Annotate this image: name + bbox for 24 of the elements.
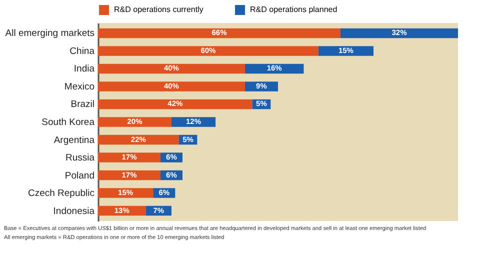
y-tick-label: Argentina [54, 134, 96, 146]
bar [98, 46, 318, 56]
bar [98, 64, 245, 74]
y-tick-label: Poland [64, 170, 94, 182]
y-tick-label: India [74, 64, 96, 75]
bar [98, 82, 245, 92]
bar [340, 28, 458, 38]
bar [98, 99, 252, 110]
y-tick-label: All emerging markets [5, 28, 95, 40]
bar [98, 117, 172, 127]
y-tick-label: China [70, 46, 96, 57]
legend-label: R&D operations currently [114, 5, 204, 14]
bar [98, 28, 340, 38]
legend-label: R&D operations planned [250, 5, 338, 14]
y-tick-label: Brazil [70, 99, 94, 110]
bar [98, 134, 179, 145]
y-tick-label: Russia [65, 152, 96, 164]
y-tick-label: South Korea [42, 117, 96, 128]
bar [98, 152, 160, 162]
bar [98, 188, 154, 198]
y-tick-label: Czech Republic [28, 188, 95, 200]
y-tick-label: Mexico [64, 81, 94, 92]
bar [318, 46, 374, 56]
y-tick-label: Indonesia [53, 206, 96, 217]
